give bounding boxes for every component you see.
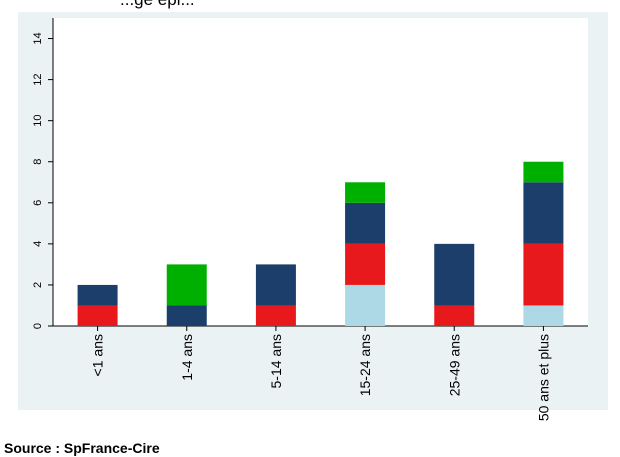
bar-segment xyxy=(523,243,564,306)
bar-segment xyxy=(77,305,118,326)
bar-segment xyxy=(255,305,296,326)
bar-segment xyxy=(166,305,207,326)
bar-segment xyxy=(434,243,475,306)
bar-segment xyxy=(345,202,386,244)
y-tick-label: 10 xyxy=(32,115,44,127)
bar-segment xyxy=(523,161,564,183)
plot-area xyxy=(53,18,588,326)
source-note: Source : SpFrance-Cire xyxy=(4,440,160,456)
y-tick-label: 2 xyxy=(32,282,44,288)
bar-segment xyxy=(345,182,386,203)
x-tick-label: 15-24 ans xyxy=(357,334,373,396)
bar-segment xyxy=(166,264,207,306)
bar-segment xyxy=(434,305,475,326)
y-tick-label: 14 xyxy=(32,32,44,44)
y-tick-label: 4 xyxy=(32,241,44,247)
chart-title: ...ge épi... xyxy=(120,0,195,10)
x-tick-label: 25-49 ans xyxy=(446,334,462,396)
x-tick-label: 5-14 ans xyxy=(268,334,284,388)
bar-segment xyxy=(255,264,296,306)
x-tick-label: 50 ans et plus xyxy=(535,334,551,421)
bar-segment xyxy=(523,305,564,326)
bar-segment xyxy=(77,284,118,306)
y-tick-label: 8 xyxy=(32,159,44,165)
x-tick-label: <1 ans xyxy=(90,334,106,376)
y-tick-label: 12 xyxy=(32,73,44,85)
x-tick-label: 1-4 ans xyxy=(179,334,195,381)
y-tick-label: 0 xyxy=(32,323,44,329)
bar-segment xyxy=(345,243,386,285)
bar-segment xyxy=(523,182,564,244)
bar-segment xyxy=(345,284,386,326)
y-tick-label: 6 xyxy=(32,200,44,206)
